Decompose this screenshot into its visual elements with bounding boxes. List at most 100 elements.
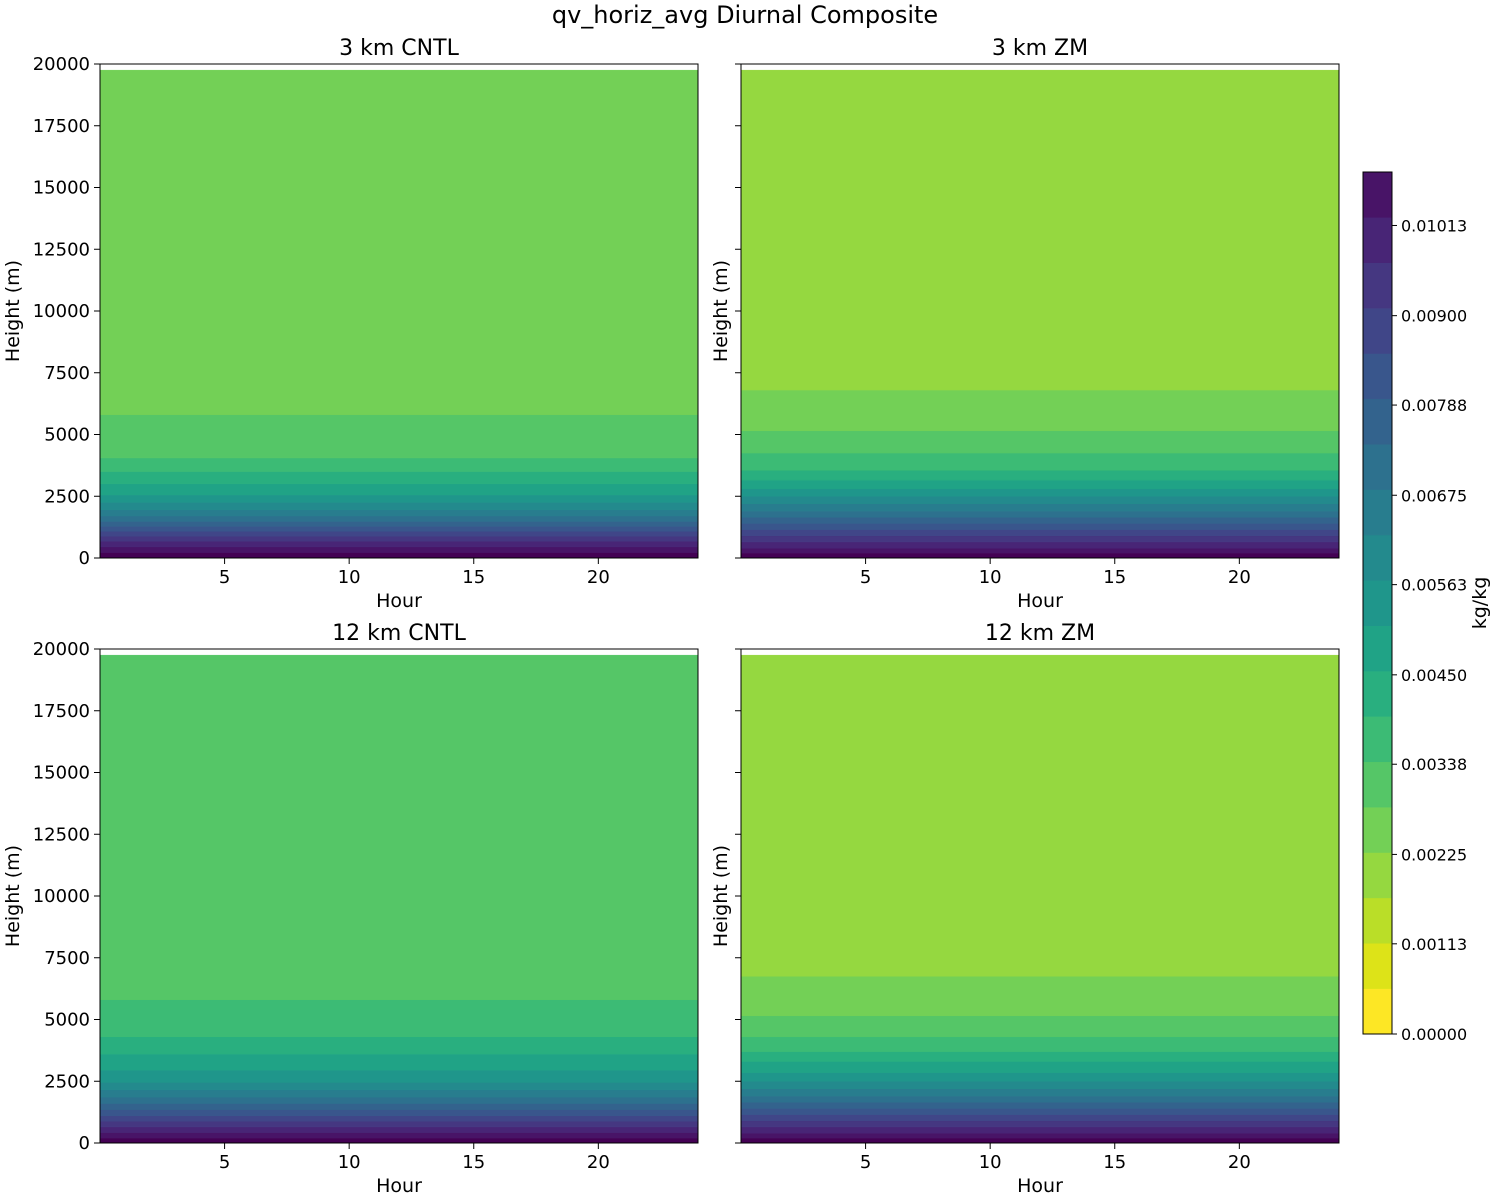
- contour-band: [99, 1132, 699, 1139]
- colorbar-swatch: [1362, 988, 1393, 1035]
- figure-title: qv_horiz_avg Diurnal Composite: [552, 1, 938, 29]
- contour-band: [99, 1053, 699, 1071]
- colorbar: 0.00000 0.00113 0.00225 0.00338 0.00450 0.005…: [1362, 171, 1491, 1044]
- panel-2: 3 km ZM 5 10 15 20 Hour Height (m): [710, 36, 1340, 612]
- x-tick-label: 10: [338, 567, 361, 588]
- colorbar-swatch: [1362, 217, 1393, 263]
- contour-band: [99, 654, 699, 1000]
- contour-band: [740, 547, 1340, 554]
- colorbar-swatch: [1362, 897, 1393, 944]
- contour-band: [99, 536, 699, 542]
- colorbar-tick-label: 0.00113: [1401, 935, 1467, 954]
- contour-band: [740, 1015, 1340, 1038]
- contour-band: [99, 1036, 699, 1055]
- contour-band: [740, 1081, 1340, 1089]
- contour-band: [99, 552, 699, 559]
- contour-band: [99, 999, 699, 1038]
- contour-band: [99, 1097, 699, 1104]
- x-tick-label: 20: [1228, 1152, 1251, 1173]
- y-tick-label: 2500: [44, 1071, 90, 1092]
- colorbar-swatch: [1362, 852, 1393, 899]
- colorbar-swatch: [1362, 716, 1393, 763]
- contour-band: [740, 389, 1340, 432]
- contour-band: [99, 69, 699, 415]
- y-tick-label: 5000: [44, 425, 90, 446]
- colorbar-swatch: [1362, 943, 1393, 989]
- x-tick-label: 20: [587, 567, 610, 588]
- contour-band: [740, 541, 1340, 549]
- contour-band: [99, 457, 699, 472]
- contour-band: [740, 1132, 1340, 1139]
- x-tick-label: 15: [1103, 1152, 1126, 1173]
- contour-band: [740, 1101, 1340, 1109]
- contour-band: [740, 1072, 1340, 1082]
- contour-band: [740, 496, 1340, 504]
- panel-3: 12 km CNTL 5 10 15 20 Hour 0 2500 5000 7500 10000 1…: [2, 621, 699, 1197]
- contour-band: [740, 535, 1340, 543]
- colorbar-tick-label: 0.00900: [1401, 307, 1467, 326]
- y-axis-label: Height (m): [2, 845, 24, 947]
- x-tick-label: 15: [462, 567, 485, 588]
- contour-band: [99, 502, 699, 511]
- colorbar-frame: [1362, 171, 1393, 1035]
- contour-band: [740, 1051, 1340, 1062]
- contour-band: [740, 1120, 1340, 1128]
- contour-band: [99, 531, 699, 537]
- contour-band: [740, 479, 1340, 490]
- colorbar-swatch: [1362, 489, 1393, 536]
- contour-band: [740, 552, 1340, 559]
- x-tick-label: 20: [1228, 567, 1251, 588]
- contour-band: [740, 1036, 1340, 1052]
- x-tick-label: 5: [860, 1152, 871, 1173]
- contour-band: [740, 1137, 1340, 1144]
- contour-band: [740, 516, 1340, 524]
- panel-title: 3 km CNTL: [339, 36, 459, 61]
- x-tick-label: 15: [462, 1152, 485, 1173]
- panel-title: 12 km CNTL: [332, 621, 466, 646]
- y-tick-label: 12500: [33, 239, 90, 260]
- y-axis-label: Height (m): [2, 260, 24, 362]
- colorbar-swatch: [1362, 534, 1393, 581]
- colorbar-label: kg/kg: [1469, 577, 1491, 630]
- contour-band: [99, 1121, 699, 1128]
- contour-band: [740, 470, 1340, 481]
- contour-band: [99, 494, 699, 503]
- x-tick-label: 5: [219, 567, 230, 588]
- colorbar-swatch: [1362, 171, 1393, 218]
- y-tick-label: 0: [79, 1133, 90, 1154]
- contour-band: [99, 546, 699, 553]
- x-tick-label: 15: [1103, 567, 1126, 588]
- colorbar-swatch: [1362, 806, 1393, 853]
- colorbar-tick-label: 0.00675: [1401, 486, 1467, 505]
- contour-band: [740, 503, 1340, 512]
- colorbar-tick-label: 0.00563: [1401, 576, 1467, 595]
- contour-band: [99, 1137, 699, 1144]
- x-axis-label: Hour: [1017, 1175, 1063, 1197]
- colorbar-swatch: [1362, 670, 1393, 717]
- contour-band: [99, 1115, 699, 1122]
- contour-band: [740, 1126, 1340, 1134]
- y-tick-label: 0: [79, 548, 90, 569]
- x-tick-label: 10: [979, 567, 1002, 588]
- y-tick-label: 20000: [33, 54, 90, 75]
- x-tick-label: 10: [979, 1152, 1002, 1173]
- contour-band: [740, 452, 1340, 471]
- contour-band: [740, 523, 1340, 530]
- contour-band: [740, 1114, 1340, 1122]
- y-tick-label: 12500: [33, 824, 90, 845]
- contour-band: [99, 1126, 699, 1133]
- contour-band: [99, 414, 699, 459]
- colorbar-tick-label: 0.00338: [1401, 755, 1467, 774]
- colorbar-ticks: 0.00000 0.00113 0.00225 0.00338 0.00450 0.005…: [1392, 216, 1467, 1044]
- colorbar-swatch: [1362, 625, 1393, 672]
- contour-band: [99, 526, 699, 532]
- y-tick-label: 17500: [33, 116, 90, 137]
- colorbar-tick-label: 0.01013: [1401, 216, 1467, 235]
- colorbar-tick-label: 0.00225: [1401, 845, 1467, 864]
- y-tick-label: 7500: [44, 948, 90, 969]
- y-tick-label: 5000: [44, 1010, 90, 1031]
- contour-band: [740, 654, 1340, 977]
- contour-band: [740, 1088, 1340, 1097]
